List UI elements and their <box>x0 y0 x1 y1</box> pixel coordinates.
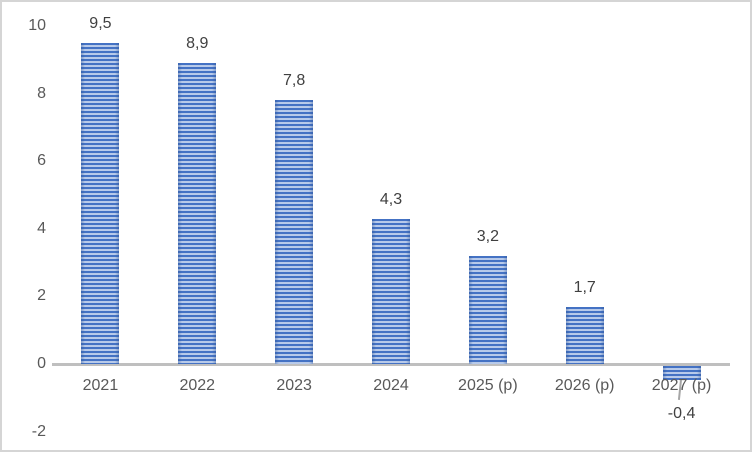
x-axis-label: 2026 (p) <box>554 377 615 394</box>
x-axis-label: 2021 <box>82 377 119 394</box>
y-axis-tick-label: 0 <box>37 355 46 372</box>
data-label: 8,9 <box>186 35 209 53</box>
bar <box>468 255 507 364</box>
data-label: 3,2 <box>476 227 499 245</box>
y-axis-tick-label: 2 <box>37 287 46 305</box>
x-axis-label: 2023 <box>276 377 312 394</box>
x-axis-label: 2027 (p) <box>651 377 712 394</box>
y-axis-tick-label: 10 <box>28 17 46 34</box>
data-label: 9,5 <box>89 14 112 32</box>
data-label: -0,4 <box>667 404 696 422</box>
y-axis-tick-label: -2 <box>31 422 46 440</box>
x-axis-line <box>52 363 730 366</box>
bar <box>81 42 120 364</box>
bar <box>178 63 217 364</box>
bar <box>371 218 410 364</box>
data-label: 4,3 <box>379 190 403 208</box>
x-axis-label: 2024 <box>373 377 409 394</box>
y-axis-tick-label: 8 <box>37 84 46 102</box>
bar <box>662 366 701 380</box>
y-axis-tick-label: 6 <box>37 152 46 170</box>
y-axis-tick-label: 4 <box>37 219 46 237</box>
data-label: 1,7 <box>573 278 596 296</box>
data-label: 7,8 <box>283 72 306 90</box>
bar <box>275 100 314 364</box>
x-axis-label: 2025 (p) <box>458 377 518 394</box>
bar <box>565 306 604 364</box>
x-axis-label: 2022 <box>179 377 216 394</box>
